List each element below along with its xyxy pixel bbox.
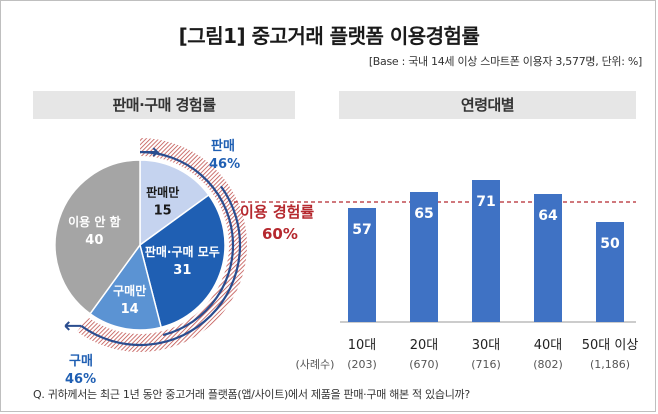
bar-2: [472, 180, 500, 322]
bar-value-3: 64: [538, 208, 558, 224]
bar-sample-size-0: (203): [347, 358, 377, 371]
bar-panel-heading: 연령대별: [339, 91, 636, 119]
bar-4: [596, 222, 624, 322]
pie-label-0: 판매만: [146, 184, 179, 199]
usage-annotation-label: 이용 경험률: [240, 203, 314, 221]
bar-value-2: 71: [476, 194, 495, 210]
bar-sample-size-3: (802): [533, 358, 563, 371]
sell-arrow-head: [143, 147, 160, 157]
sell-annotation-label: 판매: [211, 138, 235, 154]
bar-value-0: 57: [352, 222, 371, 238]
bar-sample-size-1: (670): [409, 358, 439, 371]
pie-label-1: 판매·구매 모두: [145, 244, 220, 259]
sell-arc: [139, 150, 235, 337]
bar-category-3: 40대: [534, 338, 563, 353]
usage-ring-arc: [77, 138, 248, 352]
bar-category-1: 20대: [410, 338, 439, 353]
pie-slice-both: [139, 193, 226, 329]
pie-value-1: 31: [173, 263, 191, 278]
bar-sample-size-2: (716): [471, 358, 501, 371]
pie-slice-none: [54, 159, 141, 315]
bar-category-0: 10대: [348, 338, 377, 353]
buy-annotation-label: 구매: [69, 354, 93, 369]
bar-sample-size-4: (1,186): [590, 358, 630, 371]
pie-label-3: 이용 안 함: [68, 214, 121, 229]
buy-arrow-head: [64, 321, 82, 331]
bar-3: [534, 194, 562, 322]
sell-annotation-value: 46%: [209, 157, 240, 172]
pie-value-0: 15: [154, 203, 172, 218]
buy-arc: [80, 185, 242, 347]
bar-category-4: 50대 이상: [582, 338, 639, 353]
pie-slice-sell-only: [139, 159, 210, 247]
survey-question: Q. 귀하께서는 최근 1년 동안 중고거래 플랫폼(앱/사이트)에서 제품을 …: [33, 388, 470, 401]
bar-0: [348, 208, 376, 322]
figure-title: [그림1] 중고거래 플랫폼 이용경험률: [178, 24, 480, 48]
pie-panel-heading: 판매·구매 경험률: [33, 91, 295, 119]
usage-annotation-value: 60%: [262, 225, 298, 243]
bar-1: [410, 192, 438, 322]
pie-value-2: 14: [121, 302, 139, 317]
pie-label-2: 구매만: [113, 283, 146, 298]
bar-category-2: 30대: [472, 338, 501, 353]
pie-slice-buy-only: [88, 243, 163, 331]
pie-value-3: 40: [85, 233, 103, 248]
base-note: [Base : 국내 14세 이상 스마트폰 이용자 3,577명, 단위: %…: [368, 55, 642, 68]
usage-ring: [77, 138, 248, 352]
sample-size-label: (사례수): [296, 358, 335, 371]
bar-value-4: 50: [600, 236, 620, 252]
buy-annotation-value: 46%: [65, 372, 96, 387]
bar-value-1: 65: [414, 206, 433, 222]
